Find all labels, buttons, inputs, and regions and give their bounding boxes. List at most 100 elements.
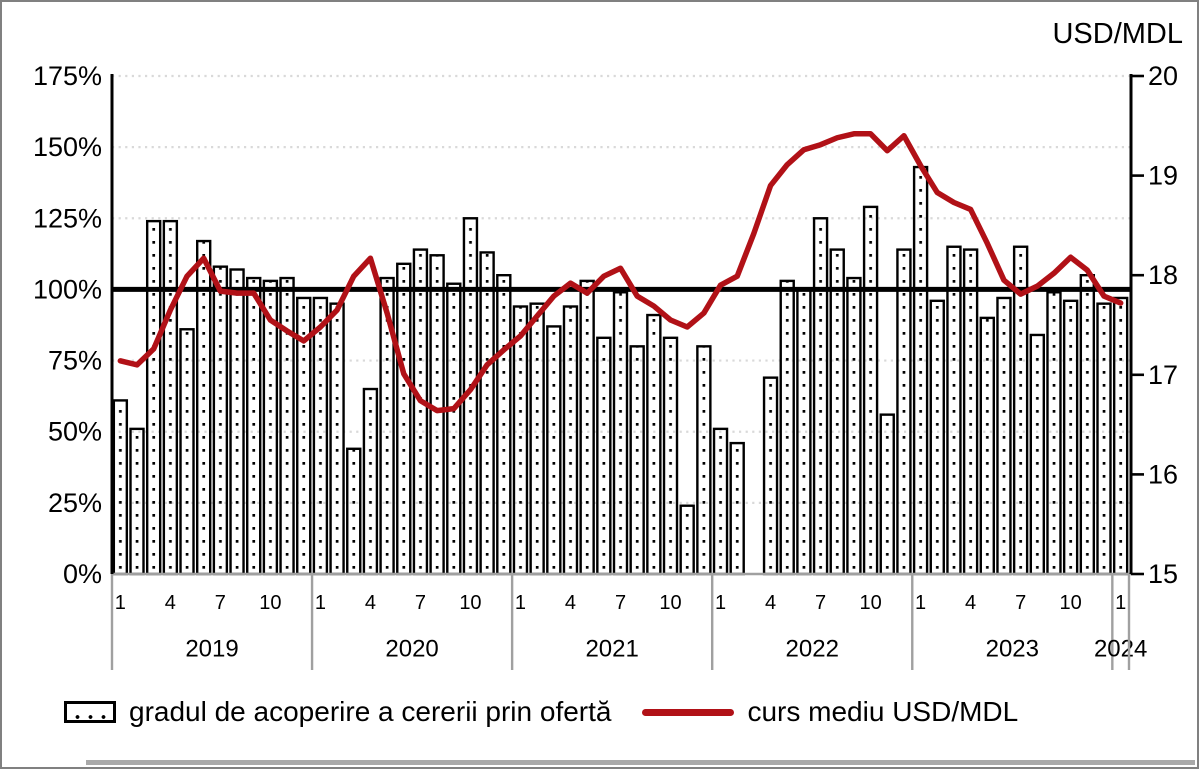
year-label: 2020 [385, 636, 438, 663]
bar [896, 248, 912, 576]
bar [1062, 299, 1079, 576]
bar [362, 387, 379, 576]
month-tick-label: 4 [965, 592, 976, 614]
month-tick-label: 4 [365, 592, 376, 614]
bar [279, 276, 295, 576]
bar-series-label: gradul de acoperire a cererii prin ofert… [129, 696, 612, 727]
bar [129, 427, 145, 576]
right-axis-tick-label: 17 [1148, 360, 1178, 390]
bar [596, 336, 612, 576]
bar [662, 336, 679, 576]
month-tick-label: 7 [615, 592, 626, 614]
usd-mdl-line [117, 131, 1124, 414]
bar [729, 441, 745, 576]
bar [212, 265, 229, 576]
bar [429, 254, 445, 576]
bar [229, 268, 245, 576]
bar [812, 217, 829, 576]
month-tick-label: 10 [859, 592, 881, 614]
bar [546, 325, 562, 576]
left-axis-tick-label: 150% [33, 132, 102, 162]
left-axis-tick-label: 25% [48, 488, 102, 518]
bar [996, 296, 1012, 576]
bar [696, 345, 712, 576]
bar [162, 219, 179, 576]
bar [312, 296, 329, 576]
left-axis-tick-label: 125% [33, 203, 102, 233]
bar [912, 165, 929, 576]
bar [862, 205, 879, 576]
year-label: 2021 [585, 636, 638, 663]
bar [329, 302, 345, 576]
bar [712, 427, 729, 576]
month-tick-label: 7 [815, 592, 826, 614]
right-axis-tick-label: 19 [1148, 161, 1178, 191]
window-edge [86, 760, 1195, 765]
bar [1096, 302, 1112, 576]
month-tick-label: 7 [1015, 592, 1026, 614]
year-label: 2023 [986, 636, 1039, 663]
bar [579, 279, 595, 576]
month-tick-label: 1 [115, 592, 126, 614]
bar [979, 316, 995, 576]
bar [829, 248, 845, 576]
month-tick-label: 1 [1115, 592, 1126, 614]
bar [1112, 296, 1129, 576]
right-axis-title: USD/MDL [1052, 18, 1183, 50]
bar [512, 305, 529, 576]
bar [1046, 291, 1062, 576]
year-label: 2022 [786, 636, 839, 663]
month-tick-label: 10 [1060, 592, 1082, 614]
month-tick-label: 1 [915, 592, 926, 614]
bar [396, 262, 412, 576]
bar [479, 251, 495, 576]
left-axis-tick-label: 100% [33, 274, 102, 304]
year-label: 2024 [1094, 636, 1147, 663]
bar [1079, 274, 1096, 576]
month-tick-label: 7 [415, 592, 426, 614]
month-tick-label: 4 [765, 592, 776, 614]
bar [612, 291, 629, 576]
month-tick-label: 1 [315, 592, 326, 614]
month-tick-label: 10 [259, 592, 281, 614]
bar [446, 282, 462, 576]
bar [496, 274, 512, 576]
left-axis-tick-label: 75% [48, 346, 102, 376]
bar [879, 413, 895, 576]
bar [346, 447, 362, 576]
year-label: 2019 [185, 636, 238, 663]
bar [529, 302, 545, 576]
bar [929, 299, 945, 576]
bar [412, 248, 429, 576]
bar [946, 245, 962, 576]
month-tick-label: 4 [165, 592, 176, 614]
left-axis-tick-label: 50% [48, 417, 102, 447]
bar [846, 276, 862, 576]
legend: gradul de acoperire a cererii prin ofert… [64, 696, 1018, 728]
right-axis-tick-label: 18 [1148, 260, 1178, 290]
bar [179, 328, 195, 576]
right-axis-tick-label: 20 [1148, 61, 1178, 91]
bar [962, 248, 979, 576]
bar [796, 288, 812, 576]
bar [679, 504, 695, 576]
bar [629, 345, 645, 576]
right-axis-tick-label: 15 [1148, 559, 1178, 589]
month-tick-label: 7 [215, 592, 226, 614]
line-series-label: curs mediu USD/MDL [747, 696, 1019, 727]
bar-series-swatch-icon [64, 701, 116, 723]
bar [145, 219, 162, 576]
bar [779, 279, 795, 576]
bar [646, 313, 662, 576]
bar [1029, 333, 1046, 576]
bar [562, 305, 579, 576]
month-tick-label: 10 [459, 592, 481, 614]
line-series-swatch-icon [642, 708, 735, 716]
bar [762, 376, 779, 576]
month-tick-label: 1 [715, 592, 726, 614]
month-tick-label: 4 [565, 592, 576, 614]
left-axis-tick-label: 175% [33, 61, 102, 91]
right-axis-tick-label: 16 [1148, 459, 1178, 489]
